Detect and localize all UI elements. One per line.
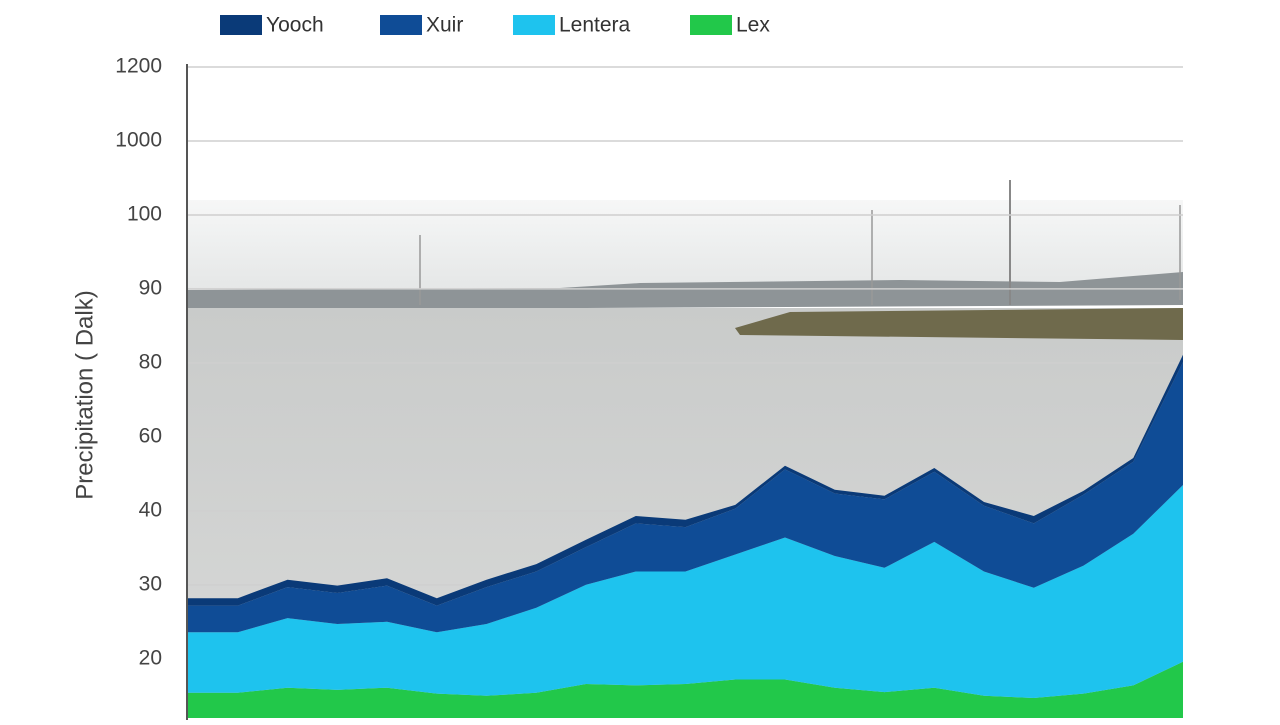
y-tick-label: 20 <box>139 646 162 669</box>
legend-swatch <box>513 15 555 35</box>
y-tick-label: 1200 <box>115 55 162 78</box>
legend-label: Lentera <box>559 14 631 37</box>
area <box>188 485 1183 698</box>
area <box>188 354 1183 606</box>
legend: Yooch Xuir Lentera Lex <box>220 14 770 37</box>
y-tick-label: 40 <box>139 498 162 521</box>
area <box>188 661 1183 718</box>
y-tick-label: 1000 <box>115 129 162 152</box>
legend-swatch <box>380 15 422 35</box>
legend-label: Xuir <box>426 14 463 37</box>
legend-swatch <box>220 15 262 35</box>
y-tick-label: 80 <box>139 350 162 373</box>
legend-label: Lex <box>736 14 770 37</box>
area <box>188 362 1183 633</box>
y-tick-label: 90 <box>139 276 162 299</box>
areas <box>188 354 1183 718</box>
legend-swatch <box>690 15 732 35</box>
y-axis-label: Precipitation ( Dalk) <box>71 290 98 499</box>
y-tick-label: 30 <box>139 572 162 595</box>
y-tick-label: 100 <box>127 203 162 226</box>
legend-label: Yooch <box>266 14 324 37</box>
y-tick-label: 60 <box>139 424 162 447</box>
